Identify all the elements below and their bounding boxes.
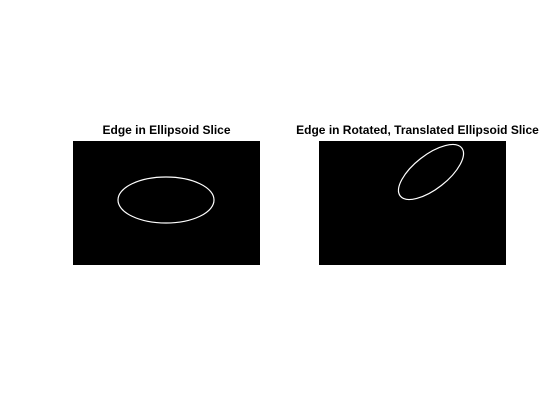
panel-title-rotated-translated-slice: Edge in Rotated, Translated Ellipsoid Sl… [296, 123, 539, 137]
edge-image-canvas [319, 141, 506, 265]
edge-image-canvas [73, 141, 260, 265]
edge-image-ellipsoid-slice [73, 141, 260, 265]
ellipse-edge [117, 176, 215, 224]
image-background [319, 141, 506, 265]
image-background [73, 141, 260, 265]
edge-image-rotated-translated-slice [319, 141, 506, 265]
panel-ellipsoid-slice: Edge in Ellipsoid Slice [73, 120, 260, 265]
panel-rotated-translated-slice: Edge in Rotated, Translated Ellipsoid Sl… [296, 120, 539, 265]
panel-title-ellipsoid-slice: Edge in Ellipsoid Slice [102, 123, 231, 137]
rotated-ellipse-edge [397, 143, 465, 201]
